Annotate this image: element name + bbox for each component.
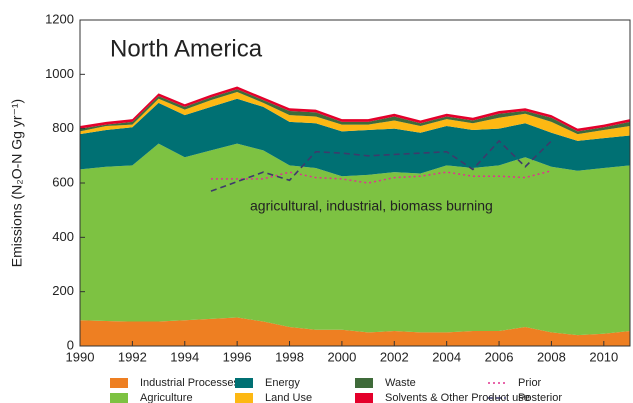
legend-swatch: [235, 378, 253, 388]
legend-swatch: [355, 393, 373, 403]
x-tick-label: 2002: [380, 349, 409, 364]
area: [80, 86, 630, 132]
line: [210, 139, 552, 192]
legend-swatch: [235, 393, 253, 403]
x-tick-label: 1998: [275, 349, 304, 364]
x-tick-label: 1996: [223, 349, 252, 364]
legend-label: Industrial Processes: [140, 377, 240, 389]
y-tick-label: 0: [67, 337, 74, 352]
legend-label: Waste: [385, 377, 416, 389]
legend-swatch: [110, 378, 128, 388]
area: [80, 91, 630, 141]
x-tick-label: 2008: [537, 349, 566, 364]
y-tick-label: 400: [52, 229, 74, 244]
legend-label: Posterior: [518, 392, 562, 403]
legend-swatch: [355, 378, 373, 388]
area: [80, 98, 630, 177]
x-tick-label: 2010: [589, 349, 618, 364]
y-tick-label: 1000: [45, 66, 74, 81]
legend-swatch: [110, 393, 128, 403]
y-axis-label: Emissions (N₂O-N Gg yr⁻¹): [9, 99, 25, 267]
y-tick-label: 1200: [45, 11, 74, 26]
legend-label: Prior: [518, 377, 542, 389]
legend-label: Agriculture: [140, 392, 193, 403]
line: [210, 170, 552, 184]
area: [80, 89, 630, 135]
area: [80, 143, 630, 336]
x-tick-label: 1990: [66, 349, 95, 364]
x-tick-label: 2004: [432, 349, 461, 364]
legend-label: Energy: [265, 377, 300, 389]
y-tick-label: 800: [52, 120, 74, 135]
x-tick-label: 2006: [485, 349, 514, 364]
x-tick-label: 1994: [170, 349, 199, 364]
legend-label: Solvents & Other Product use: [385, 392, 530, 403]
y-tick-label: 200: [52, 283, 74, 298]
area: [80, 317, 630, 346]
annotation: agricultural, industrial, biomass burnin…: [250, 198, 493, 214]
x-tick-label: 2000: [327, 349, 356, 364]
y-tick-label: 600: [52, 174, 74, 189]
chart-title: North America: [110, 35, 263, 62]
x-tick-label: 1992: [118, 349, 147, 364]
legend-label: Land Use: [265, 392, 312, 403]
